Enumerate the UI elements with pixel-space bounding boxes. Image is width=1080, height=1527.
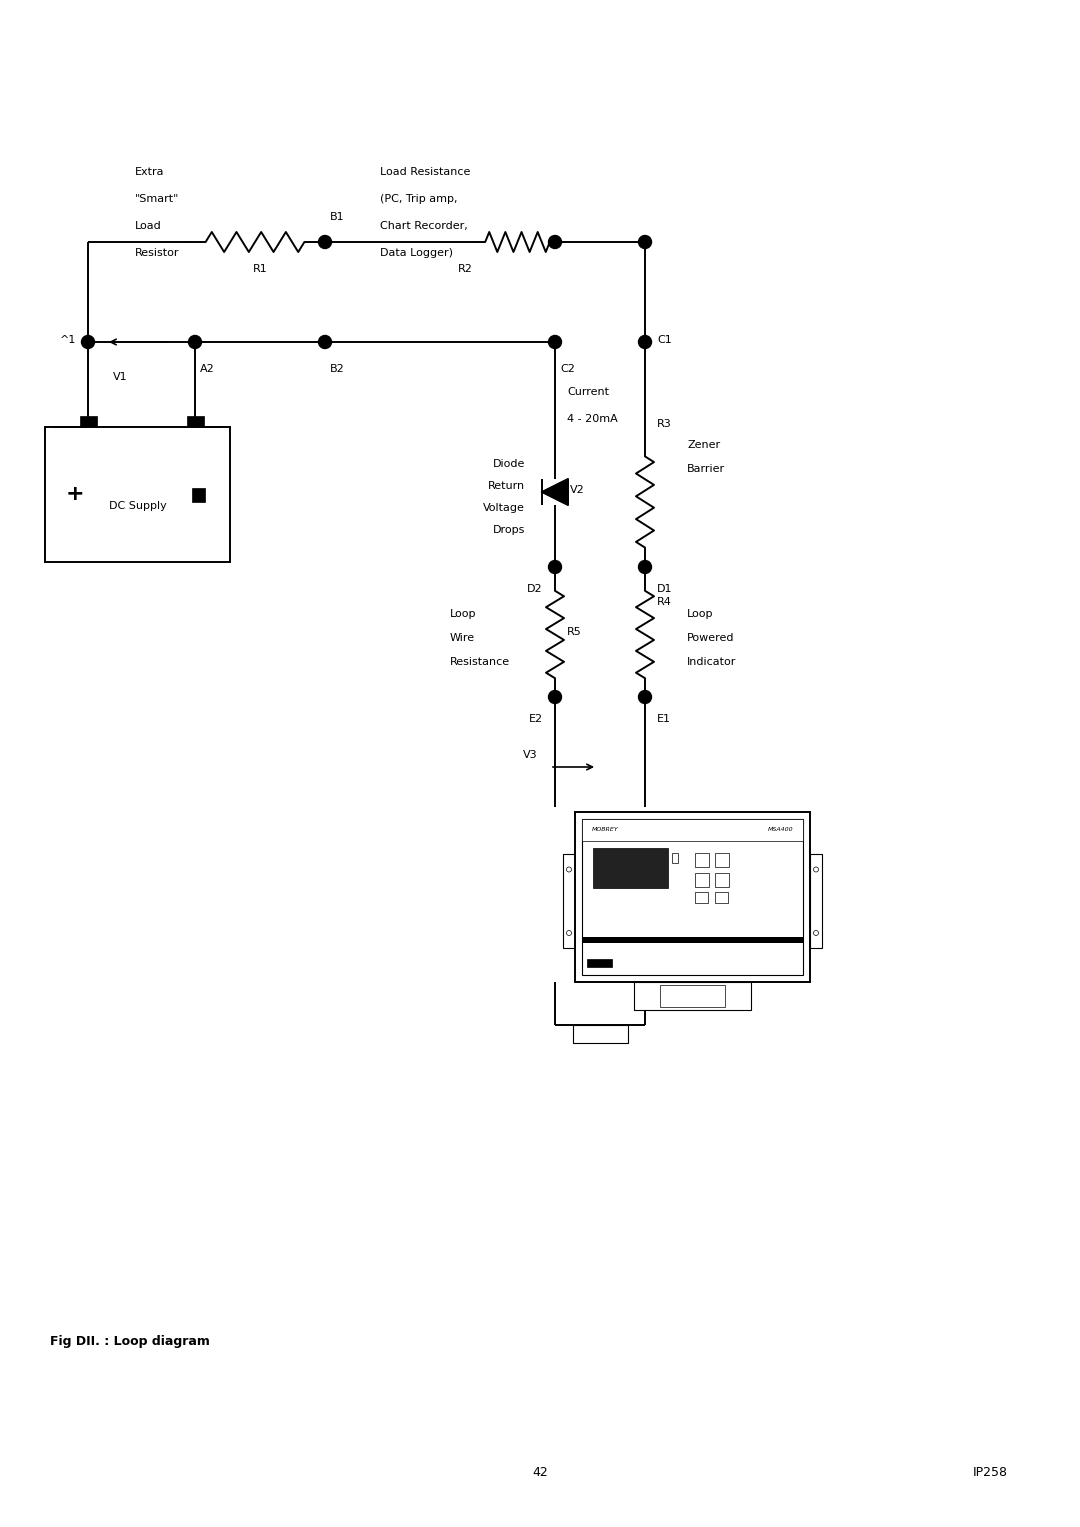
- Text: Zener: Zener: [687, 440, 720, 449]
- Circle shape: [813, 867, 819, 872]
- Circle shape: [81, 336, 95, 348]
- Text: Barrier: Barrier: [687, 464, 725, 475]
- Text: R3: R3: [657, 420, 672, 429]
- Text: B2: B2: [330, 363, 345, 374]
- Text: V3: V3: [523, 750, 538, 760]
- Circle shape: [549, 560, 562, 574]
- Circle shape: [638, 560, 651, 574]
- Text: Loop: Loop: [450, 609, 476, 618]
- Bar: [187, 415, 203, 428]
- Text: Wire: Wire: [450, 634, 475, 643]
- Text: E2: E2: [529, 715, 543, 724]
- Text: B1: B1: [330, 212, 345, 221]
- Text: ^1: ^1: [59, 334, 76, 345]
- Bar: [696, 892, 707, 902]
- Bar: [696, 854, 708, 867]
- Text: 4 - 20mA: 4 - 20mA: [567, 414, 618, 425]
- Text: C1: C1: [657, 334, 672, 345]
- Bar: [582, 938, 804, 944]
- Text: C2: C2: [561, 363, 575, 374]
- Bar: [715, 854, 729, 867]
- Circle shape: [638, 235, 651, 249]
- Circle shape: [189, 336, 202, 348]
- Bar: [575, 812, 810, 982]
- Text: Powered: Powered: [687, 634, 734, 643]
- Bar: [696, 873, 708, 887]
- Text: Extra: Extra: [135, 166, 164, 177]
- Text: D1: D1: [657, 583, 673, 594]
- Bar: [715, 873, 729, 887]
- Bar: [672, 854, 678, 863]
- Bar: [572, 1025, 627, 1043]
- Text: R1: R1: [253, 264, 268, 273]
- Bar: [593, 847, 669, 889]
- Text: IP258: IP258: [972, 1466, 1008, 1478]
- Text: Resistor: Resistor: [135, 247, 179, 258]
- Text: Load Resistance: Load Resistance: [380, 166, 471, 177]
- Text: Resistance: Resistance: [450, 657, 510, 667]
- Bar: [45, 428, 230, 562]
- Text: DC Supply: DC Supply: [109, 501, 166, 512]
- Text: 42: 42: [532, 1466, 548, 1478]
- Bar: [582, 818, 804, 841]
- Polygon shape: [542, 479, 568, 505]
- Text: Fig DII. : Loop diagram: Fig DII. : Loop diagram: [50, 1336, 210, 1348]
- Bar: [810, 855, 822, 948]
- Text: A2: A2: [200, 363, 215, 374]
- Text: Load: Load: [135, 221, 162, 231]
- Text: Indicator: Indicator: [687, 657, 737, 667]
- Text: Current: Current: [567, 386, 609, 397]
- Text: MSA400: MSA400: [768, 828, 793, 832]
- Text: Loop: Loop: [687, 609, 714, 618]
- Circle shape: [549, 690, 562, 704]
- Circle shape: [567, 930, 571, 936]
- Circle shape: [813, 930, 819, 936]
- Circle shape: [549, 336, 562, 348]
- Bar: [588, 959, 612, 967]
- Bar: [192, 489, 205, 501]
- Bar: [660, 985, 725, 1006]
- Text: V1: V1: [113, 373, 127, 382]
- Circle shape: [567, 867, 571, 872]
- Bar: [80, 415, 96, 428]
- Bar: [563, 855, 575, 948]
- Text: Diode: Diode: [492, 460, 525, 469]
- Text: V2: V2: [570, 486, 584, 495]
- Bar: [634, 982, 752, 1009]
- Text: D2: D2: [527, 583, 543, 594]
- Text: Data Logger): Data Logger): [380, 247, 453, 258]
- Text: Chart Recorder,: Chart Recorder,: [380, 221, 468, 231]
- Text: +: +: [66, 484, 84, 504]
- Text: Return: Return: [488, 481, 525, 492]
- Circle shape: [319, 235, 332, 249]
- Bar: [715, 892, 728, 902]
- Text: R5: R5: [567, 628, 582, 637]
- Circle shape: [549, 235, 562, 249]
- Text: "Smart": "Smart": [135, 194, 179, 205]
- Text: Voltage: Voltage: [483, 502, 525, 513]
- Text: R2: R2: [458, 264, 472, 273]
- Text: MOBREY: MOBREY: [592, 828, 619, 832]
- Circle shape: [638, 336, 651, 348]
- Bar: [582, 818, 804, 976]
- Text: E1: E1: [657, 715, 671, 724]
- Text: (PC, Trip amp,: (PC, Trip amp,: [380, 194, 458, 205]
- Circle shape: [319, 336, 332, 348]
- Circle shape: [638, 690, 651, 704]
- Text: Drops: Drops: [492, 525, 525, 534]
- Text: R4: R4: [657, 597, 672, 608]
